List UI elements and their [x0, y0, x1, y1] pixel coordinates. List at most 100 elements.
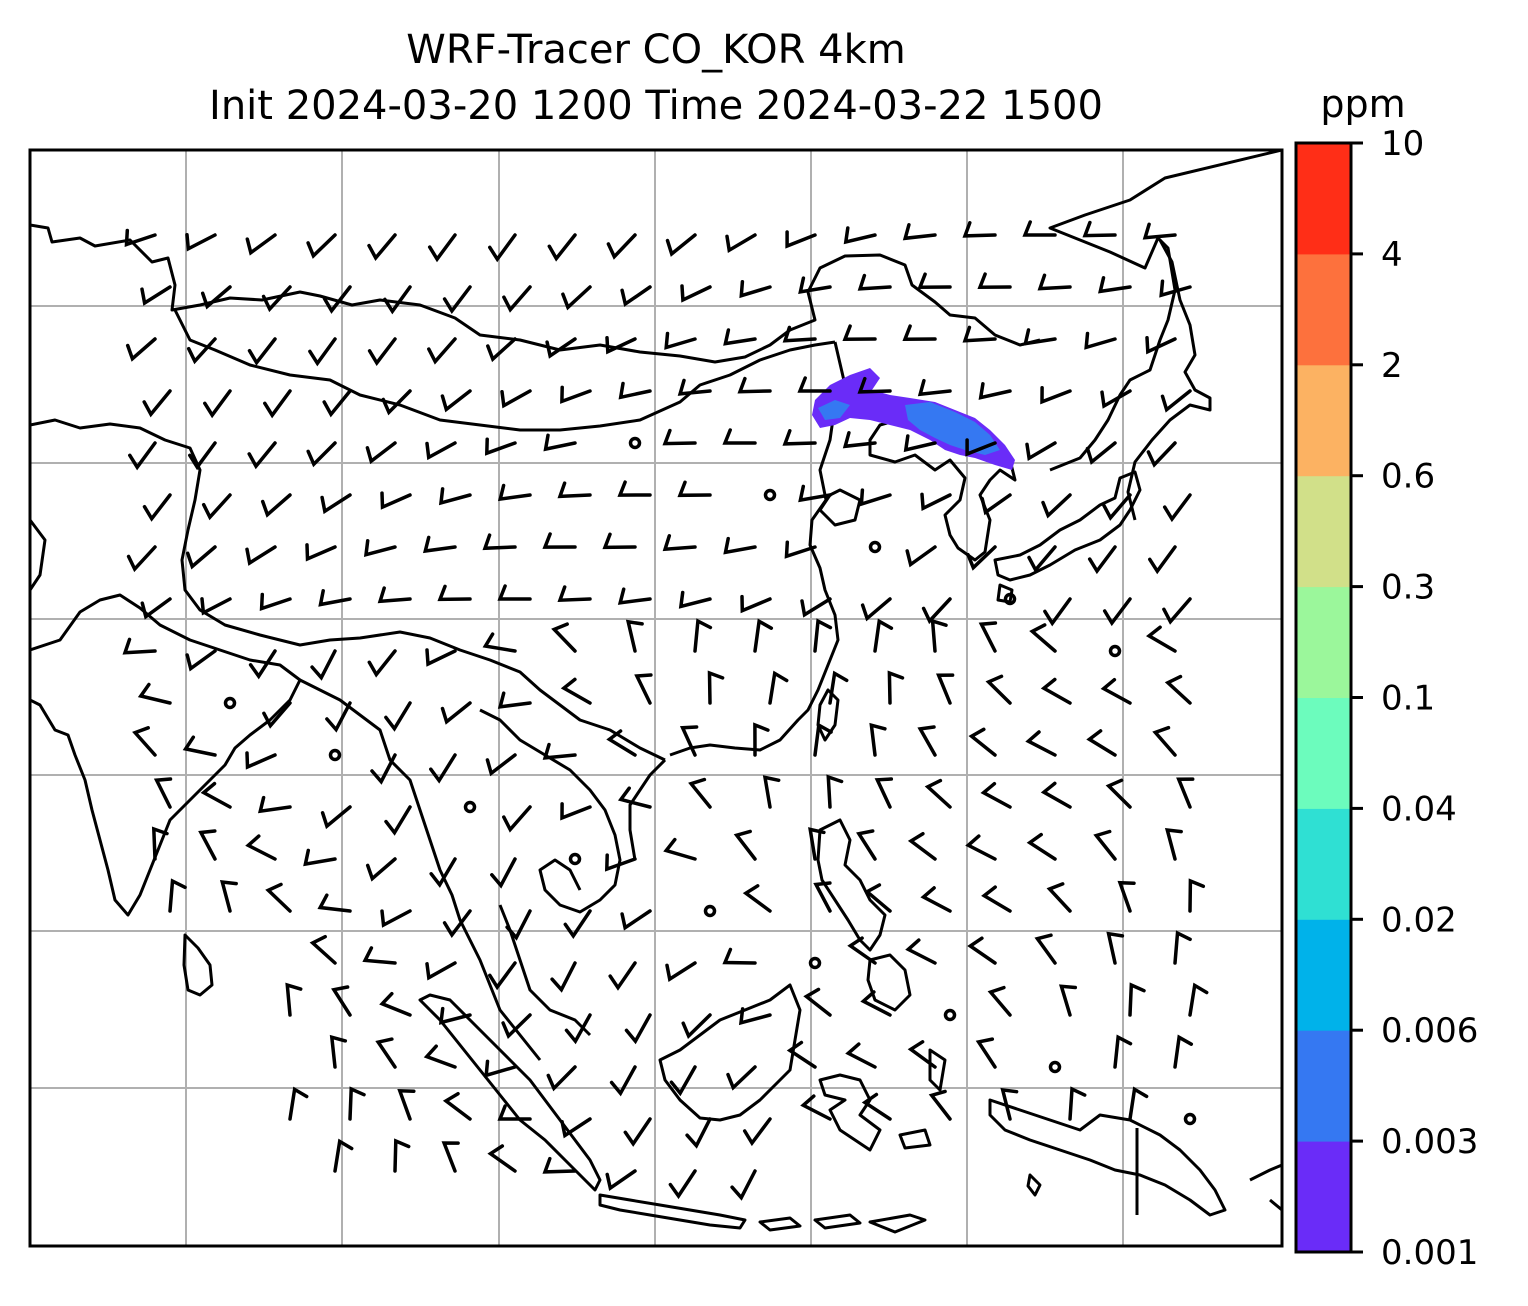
colorbar-box-8	[1296, 253, 1351, 366]
wind-barb	[887, 670, 905, 705]
wind-barb	[917, 272, 952, 289]
wind-barb	[797, 376, 832, 393]
wind-barb	[1029, 623, 1057, 653]
wind-barb	[132, 726, 157, 757]
wind-barb	[856, 829, 877, 861]
wind-barb	[151, 826, 169, 861]
wind-barb	[425, 648, 457, 667]
wind-barb	[488, 961, 517, 991]
colorbar-tick-label: 0.02	[1381, 900, 1457, 940]
wind-barb	[422, 535, 457, 554]
colorbar-ticks: 0.001 0.003 0.006 0.02 0.04 0.1 0.3 0.6 2 4 10	[1351, 124, 1478, 1273]
wind-barb	[542, 742, 577, 760]
wind-barb	[845, 1042, 877, 1069]
wind-barb	[310, 649, 337, 681]
wind-barb	[813, 722, 833, 757]
colorbar-tick-label: 0.003	[1381, 1122, 1478, 1162]
wind-barb	[505, 909, 532, 941]
colorbar-box-9	[1296, 143, 1351, 255]
wind-barb	[125, 337, 157, 362]
wind-barb	[962, 221, 997, 238]
map-title-line1: WRF-Tracer CO_KOR 4km	[406, 27, 906, 73]
wind-barb	[488, 233, 517, 263]
wind-barb	[664, 331, 697, 350]
wind-barb	[707, 670, 725, 705]
wind-barb	[367, 337, 397, 367]
wind-barb	[331, 985, 352, 1017]
wind-barb	[965, 438, 997, 457]
wind-barb	[198, 829, 217, 861]
colorbar-unit-label: ppm	[1320, 82, 1405, 126]
wind-barb	[620, 285, 652, 307]
wind-barb	[803, 987, 832, 1017]
wind-barb	[547, 233, 577, 262]
colorbar-box-6	[1296, 475, 1351, 588]
wind-barb	[1027, 545, 1057, 573]
wind-barb	[1043, 597, 1072, 627]
wind-barb	[1128, 1086, 1149, 1121]
wind-barb	[153, 777, 173, 809]
wind-barb	[317, 893, 352, 913]
wind-barb	[902, 324, 937, 341]
wind-barb	[440, 389, 472, 413]
colorbar-tick-label: 2	[1381, 346, 1403, 386]
wind-barb	[1040, 781, 1072, 809]
wind-barb	[427, 233, 457, 263]
wind-barb	[140, 597, 172, 620]
wind-barb	[740, 594, 772, 614]
calm-wind-marker	[1183, 1112, 1197, 1126]
wind-barb	[551, 622, 577, 653]
wind-barb	[634, 673, 653, 705]
wind-barb	[259, 592, 292, 611]
wind-barb	[485, 753, 517, 777]
wind-barb	[768, 670, 789, 705]
wind-barb	[245, 834, 277, 861]
wind-barb	[681, 1013, 712, 1040]
wind-barb	[348, 1086, 366, 1121]
wind-barb	[1084, 331, 1117, 350]
wind-barb	[1041, 493, 1072, 519]
wind-barb	[245, 545, 277, 566]
wind-barb	[333, 1138, 354, 1173]
wind-barb	[722, 428, 757, 445]
wind-barb	[605, 336, 637, 355]
wind-barb	[677, 378, 712, 396]
colorbar-box-7	[1296, 364, 1351, 477]
wind-barb	[124, 228, 157, 247]
wind-barb	[726, 1065, 757, 1091]
wind-barb	[185, 233, 217, 252]
wind-barb	[306, 233, 337, 259]
wind-barb	[902, 223, 937, 241]
wind-barb	[864, 883, 892, 913]
wind-barb	[438, 1006, 472, 1025]
wind-barb	[1188, 878, 1206, 913]
wind-barb	[842, 324, 877, 341]
wind-barb	[441, 1141, 460, 1173]
wind-barb	[1152, 725, 1177, 757]
wind-barb	[1026, 832, 1057, 861]
wind-barb	[380, 491, 412, 510]
wind-barb	[322, 285, 352, 314]
wind-barb	[723, 328, 757, 346]
wind-barb	[247, 337, 277, 366]
wind-barb	[1025, 441, 1057, 462]
colorbar-box-1	[1296, 1030, 1351, 1142]
wind-barb	[440, 701, 472, 725]
wind-barb	[857, 273, 892, 291]
wind-barb	[688, 777, 712, 809]
wind-barb	[322, 389, 352, 418]
wind-barb	[502, 805, 532, 833]
calm-wind-marker	[1048, 1060, 1062, 1074]
wind-barb	[981, 885, 1012, 913]
wind-barb	[185, 545, 217, 570]
wind-barb	[723, 536, 757, 555]
wind-barb	[813, 881, 832, 913]
wind-barb	[1105, 778, 1132, 809]
wind-barb	[828, 670, 849, 705]
wind-barb	[665, 233, 697, 257]
wind-barb	[917, 378, 952, 397]
calm-wind-marker	[568, 852, 582, 866]
colorbar-tick-label: 10	[1381, 124, 1424, 164]
wind-barb	[800, 1094, 832, 1121]
wind-barb	[377, 586, 412, 604]
